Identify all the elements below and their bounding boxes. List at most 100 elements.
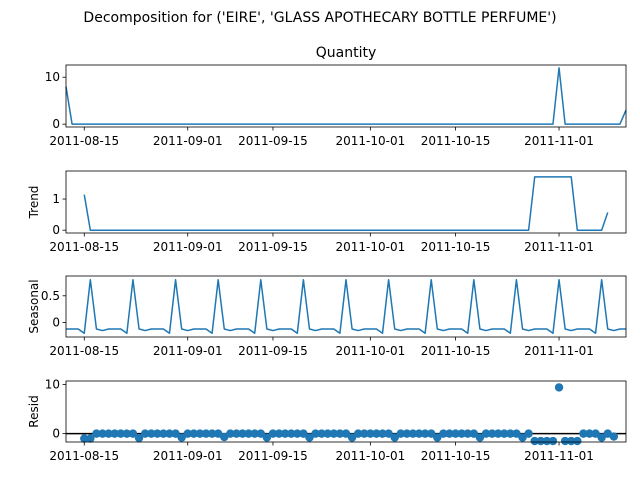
- x-tick-label: 2011-09-01: [153, 344, 223, 358]
- resid-point: [451, 429, 460, 438]
- resid-point: [341, 429, 351, 438]
- y-axis-label: Seasonal: [27, 279, 41, 333]
- x-tick-label: 2011-10-01: [335, 344, 405, 358]
- resid-point: [116, 429, 125, 438]
- y-tick-label: 0: [52, 316, 60, 330]
- resid-point: [493, 429, 503, 438]
- y-axis-label: Resid: [27, 395, 41, 427]
- series-line: [66, 279, 626, 334]
- x-tick-label: 2011-11-01: [524, 449, 594, 463]
- resid-point: [335, 429, 345, 438]
- resid-point: [390, 433, 399, 442]
- y-tick-label: 1: [52, 192, 60, 206]
- x-tick-label: 2011-09-01: [153, 134, 223, 148]
- resid-point: [518, 433, 527, 442]
- resid-point: [177, 433, 186, 442]
- resid-point: [317, 429, 326, 438]
- figure-title: Decomposition for ('EIRE', 'GLASS APOTHE…: [83, 10, 556, 26]
- x-tick-label: 2011-10-15: [421, 449, 491, 463]
- resid-point: [226, 429, 235, 438]
- resid-point: [378, 429, 387, 438]
- resid-point: [463, 429, 472, 438]
- panel-title: Quantity: [316, 45, 377, 61]
- resid-point: [122, 429, 132, 438]
- resid-point: [609, 432, 619, 441]
- resid-point: [201, 429, 211, 438]
- resid-point: [542, 436, 552, 446]
- resid-point: [213, 429, 223, 438]
- x-tick-label: 2011-10-15: [421, 344, 491, 358]
- y-tick-label: 0: [52, 117, 60, 131]
- y-tick-label: 0: [52, 223, 60, 237]
- resid-point: [512, 429, 521, 438]
- x-tick-label: 2011-09-01: [153, 449, 223, 463]
- resid-point: [439, 429, 448, 438]
- y-axis-label: Trend: [27, 186, 41, 220]
- resid-point: [469, 429, 479, 438]
- resid-point: [500, 429, 509, 438]
- resid-point: [560, 436, 570, 446]
- resid-point: [536, 436, 545, 446]
- resid-point: [475, 433, 485, 442]
- series-line: [65, 67, 627, 125]
- y-tick-label: 10: [45, 70, 60, 84]
- y-tick-label: 0.5: [41, 289, 60, 303]
- resid-point: [287, 429, 296, 438]
- resid-point: [86, 434, 95, 443]
- resid-point: [524, 429, 533, 438]
- resid-point: [384, 429, 393, 438]
- axes-frame: [65, 64, 627, 128]
- x-tick-label: 2011-09-15: [238, 240, 308, 254]
- resid-point: [311, 429, 320, 438]
- x-tick-label: 2011-08-15: [49, 344, 119, 358]
- resid-point: [408, 429, 418, 438]
- resid-point: [573, 436, 582, 446]
- resid-point: [110, 429, 119, 438]
- resid-point: [402, 429, 412, 438]
- resid-point: [140, 429, 150, 438]
- x-tick-label: 2011-08-15: [49, 134, 119, 148]
- resid-point: [585, 429, 594, 438]
- panel-1: Quantity 0 10 2011-08-15 2011-09-01 2011-09-1…: [45, 45, 627, 148]
- resid-point: [80, 434, 89, 443]
- resid-point: [305, 433, 314, 442]
- resid-point: [445, 429, 454, 438]
- resid-point: [548, 436, 558, 446]
- resid-point: [353, 429, 363, 438]
- x-tick-label: 2011-09-15: [238, 134, 308, 148]
- resid-point: [323, 429, 332, 438]
- resid-point: [244, 429, 253, 438]
- x-tick-label: 2011-10-15: [421, 134, 491, 148]
- resid-point: [262, 433, 272, 442]
- resid-point: [165, 429, 174, 438]
- y-tick-label: 0: [52, 427, 60, 441]
- resid-point: [183, 429, 192, 438]
- resid-point: [433, 433, 442, 442]
- resid-point: [171, 429, 180, 438]
- resid-point: [427, 429, 436, 438]
- x-tick-label: 2011-09-15: [238, 449, 308, 463]
- resid-point: [128, 429, 138, 438]
- resid-point: [481, 429, 491, 438]
- resid-point: [457, 429, 466, 438]
- resid-point: [366, 429, 375, 438]
- resid-point: [396, 429, 405, 438]
- x-tick-label: 2011-08-15: [49, 240, 119, 254]
- resid-point: [420, 429, 430, 438]
- axes-frame: [65, 380, 627, 443]
- x-tick-label: 2011-10-15: [421, 240, 491, 254]
- axes-frame: [65, 170, 627, 234]
- axes-frame: [65, 275, 627, 338]
- resid-point: [159, 429, 168, 438]
- panel-4: Resid 0 10 2011-08-15 2011-09-01 2011-09-15 20…: [27, 377, 627, 463]
- resid-point: [232, 429, 241, 438]
- resid-point: [329, 429, 339, 438]
- resid-point: [299, 429, 308, 438]
- resid-point: [506, 429, 515, 438]
- resid-point: [189, 429, 199, 438]
- resid-point: [347, 433, 357, 442]
- resid-point: [268, 429, 278, 438]
- series-line: [83, 176, 609, 231]
- resid-point: [487, 429, 497, 438]
